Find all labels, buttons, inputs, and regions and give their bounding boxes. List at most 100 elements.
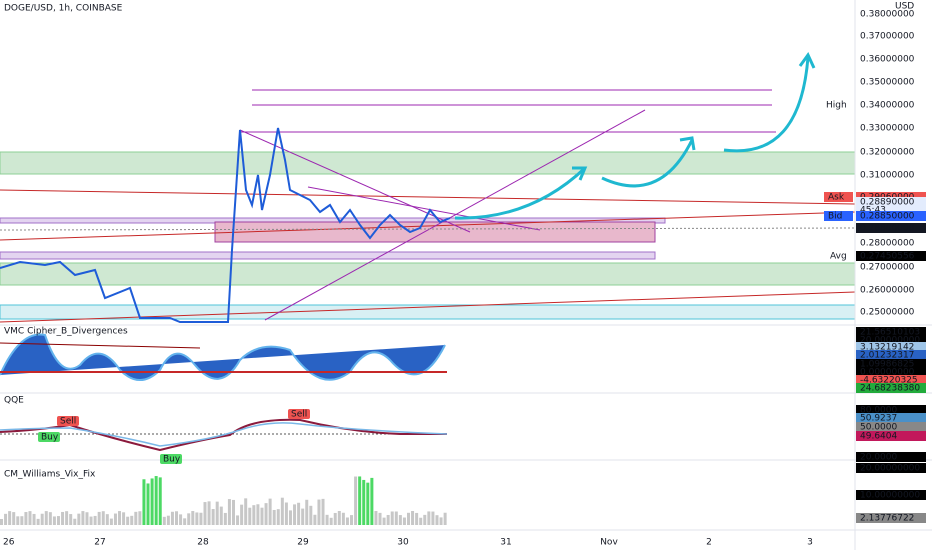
symbol-title: DOGE/USD, 1h, COINBASE	[4, 4, 123, 14]
price-label: 0.38000000	[860, 10, 915, 20]
vmc-label: 3.13219142	[860, 343, 914, 353]
vix-bar	[386, 514, 390, 525]
vix-bar	[443, 512, 447, 525]
vix-bar	[219, 506, 223, 525]
bid-tag	[824, 211, 853, 221]
vix-bar	[252, 505, 256, 525]
vix-bar	[423, 514, 427, 525]
vix-bar	[24, 512, 28, 525]
vmc-label: 1.09986825	[860, 360, 914, 370]
signal: Buy	[163, 455, 181, 465]
vix-bar	[427, 511, 431, 525]
vix-bar	[61, 511, 65, 525]
vix-bar	[394, 511, 398, 525]
signal: Sell	[291, 410, 307, 420]
vix-bar	[227, 499, 231, 525]
vix-bar	[122, 512, 126, 525]
price-label: 0.33000000	[860, 124, 915, 134]
vmc-label: 21.56510103	[860, 328, 920, 338]
price-label: 0.27000000	[860, 263, 915, 273]
vix-bar	[268, 498, 272, 525]
time-label: 28	[197, 538, 209, 548]
price-label: 0.26000000	[860, 286, 915, 296]
last-bg	[856, 197, 926, 215]
price-label: 0.31000000	[860, 171, 915, 181]
vix-bar	[113, 513, 117, 525]
vix-bar	[28, 511, 32, 525]
vix-bar	[81, 511, 85, 525]
vix-bar	[138, 511, 142, 525]
vmc-label: -4.63220325	[860, 376, 918, 386]
vix-bar	[236, 515, 240, 525]
time-label: 26	[3, 538, 15, 548]
vix-bar	[341, 512, 345, 525]
bid-value: 0.28850000	[860, 212, 915, 222]
price-line	[0, 127, 451, 323]
vix-bar	[12, 512, 16, 525]
vix-title: CM_Williams_Vix_Fix	[4, 470, 96, 480]
qqe-label-bg	[856, 405, 926, 415]
vix-bar	[215, 501, 219, 525]
vix-bar	[272, 509, 276, 525]
vix-bar	[288, 510, 292, 525]
vix-bar	[170, 511, 174, 525]
time-label: 30	[397, 538, 409, 548]
vix-bar	[293, 504, 297, 525]
vix-bar	[4, 513, 8, 525]
signal: Buy	[41, 433, 59, 443]
qqe-label: 49.6404	[860, 432, 897, 442]
time-label: 27	[94, 538, 105, 548]
vix-bar	[415, 512, 419, 525]
vix-bar	[101, 511, 105, 525]
vix-bar	[40, 513, 44, 525]
price-label: 0.37000000	[860, 32, 915, 42]
currency: USD	[895, 2, 914, 12]
price-label: 0.32000000	[860, 148, 915, 158]
qqe-title: QQE	[4, 396, 24, 406]
qqe-label: 50.9237	[860, 414, 897, 424]
vix-bar	[154, 476, 158, 525]
vix-label-bg	[856, 463, 926, 473]
bid-value-bg	[856, 211, 926, 221]
time-label: Nov	[600, 538, 618, 548]
vix-bar	[199, 512, 203, 525]
vmc-label-bg	[856, 350, 926, 360]
vix-bar	[301, 508, 305, 525]
qqe-label: 80.0000	[860, 406, 897, 416]
vix-bar	[231, 499, 235, 525]
vix-bar	[179, 514, 183, 525]
vix-label-bg	[856, 490, 926, 500]
vix-bar	[321, 498, 325, 525]
time-label: 31	[500, 538, 511, 548]
vix-bar	[350, 515, 354, 525]
vix-bar	[44, 511, 48, 525]
vix-bar	[264, 503, 268, 525]
vix-bar	[329, 517, 333, 525]
vix-bar	[93, 515, 97, 525]
vix-bar	[126, 516, 130, 525]
price-label: 0.28000000	[860, 239, 915, 249]
vix-bar	[203, 502, 207, 525]
vix-bar	[256, 504, 260, 525]
vix-label: 2.13776722	[860, 514, 914, 524]
vix-bar	[89, 516, 93, 525]
vmc-label-bg	[856, 327, 926, 337]
vix-bar	[382, 517, 386, 525]
vix-bar	[20, 516, 24, 525]
vix-bar	[435, 515, 439, 525]
vix-bar	[260, 507, 264, 525]
signal: Sell	[60, 417, 76, 427]
vix-bar	[333, 512, 337, 525]
vix-bar	[325, 514, 329, 525]
price-label: 0.25000000	[860, 308, 915, 318]
qqe-label-bg	[856, 413, 926, 423]
vix-bar	[16, 516, 20, 525]
vix-bar	[276, 509, 280, 525]
signal-bg	[38, 432, 60, 442]
vix-bar	[150, 478, 154, 525]
qqe-label-bg	[856, 431, 926, 441]
vix-bar	[366, 482, 370, 525]
price-label: 0.34000000	[860, 101, 915, 111]
vix-bar	[280, 497, 284, 525]
